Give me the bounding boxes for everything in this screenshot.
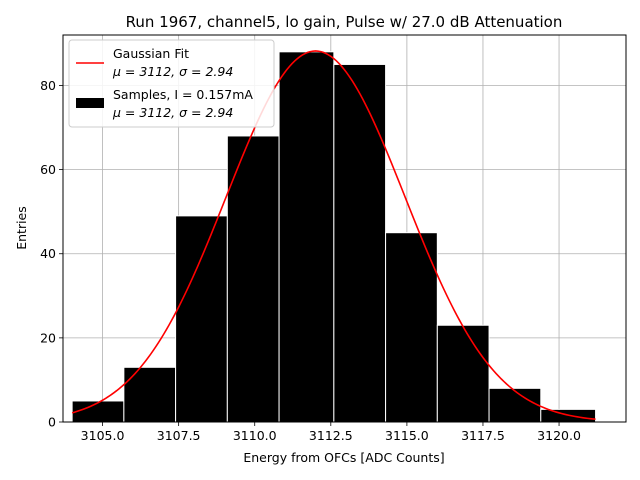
legend-samples-swatch <box>76 98 104 108</box>
gaussian-fit-curve <box>71 50 596 421</box>
histogram-bar <box>71 400 125 423</box>
y-axis-label: Entries <box>14 206 29 250</box>
histogram-bar <box>385 232 438 423</box>
histogram-bar <box>278 51 335 423</box>
x-tick-label: 3112.5 <box>309 428 353 443</box>
y-tick-label: 20 <box>40 330 56 345</box>
legend: Gaussian Fit μ = 3112, σ = 2.94 Samples,… <box>68 39 275 128</box>
x-tick-label: 3110.0 <box>233 428 277 443</box>
x-tick-label: 3117.5 <box>461 428 505 443</box>
x-axis-ticks: 3105.0 3107.5 3110.0 3112.5 3115.0 3117.5 3120… <box>81 422 581 443</box>
chart-title: Run 1967, channel5, lo gain, Pulse w/ 27… <box>126 13 563 31</box>
y-tick-label: 80 <box>40 78 56 93</box>
legend-samples-label: Samples, I = 0.157mA <box>113 87 253 102</box>
x-axis-label: Energy from OFCs [ADC Counts] <box>243 450 444 465</box>
histogram-bar <box>436 324 490 423</box>
x-tick-label: 3120.0 <box>537 428 581 443</box>
legend-fit-params: μ = 3112, σ = 2.94 <box>112 64 233 79</box>
histogram-bar <box>175 215 228 423</box>
legend-samples-params: μ = 3112, σ = 2.94 <box>112 105 233 120</box>
x-tick-label: 3107.5 <box>157 428 201 443</box>
y-tick-label: 60 <box>40 162 56 177</box>
plot-frame <box>62 34 627 423</box>
histogram-bars <box>71 51 597 423</box>
x-tick-label: 3115.0 <box>385 428 429 443</box>
legend-fit-label: Gaussian Fit <box>113 46 189 61</box>
y-axis-ticks: 0 20 40 60 80 <box>40 78 63 430</box>
legend-box <box>68 39 275 128</box>
x-tick-label: 3105.0 <box>81 428 125 443</box>
y-tick-label: 0 <box>48 415 56 430</box>
histogram-bar <box>333 63 387 423</box>
histogram-bar <box>123 366 177 423</box>
y-tick-label: 40 <box>40 246 56 261</box>
histogram-bar <box>226 135 280 423</box>
histogram-bar <box>488 387 542 423</box>
